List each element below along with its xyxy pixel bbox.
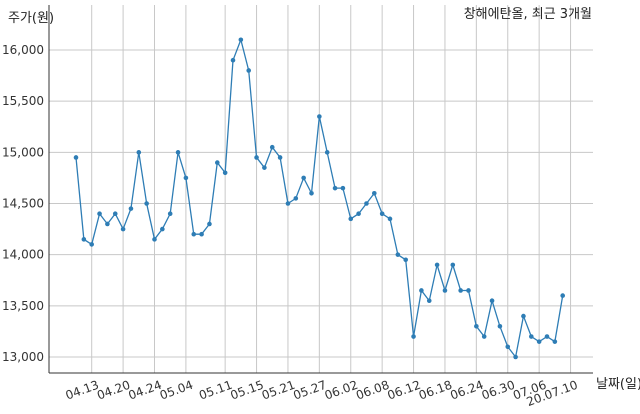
price-point [474,324,479,329]
x-axis-label: 날짜(일) [596,377,640,392]
price-point [387,216,393,222]
price-point [73,155,79,160]
price-point [246,68,251,73]
price-point [191,231,197,237]
price-point [497,324,503,329]
price-point [324,150,330,155]
price-point [167,211,173,217]
price-point [215,160,220,165]
price-point [199,231,204,237]
price-point [183,175,189,181]
price-point [521,313,526,319]
price-point [356,211,361,217]
price-point [403,257,409,263]
grid-lines [49,5,593,373]
price-point [505,344,511,350]
price-point [372,190,377,196]
price-point [112,211,118,217]
price-point [458,288,463,293]
price-point [426,298,432,304]
price-point [489,298,495,304]
y-axis-label: 주가(원) [8,11,54,26]
price-point [442,288,448,293]
price-point [411,334,416,339]
price-series [73,37,565,360]
price-point [269,144,275,150]
price-point [309,190,314,196]
price-point [262,165,267,170]
y-tick-label: 14,500 [2,197,44,211]
price-point [364,201,369,206]
price-point [207,221,212,227]
price-point [120,226,126,232]
price-point [105,221,110,227]
price-point [348,216,354,222]
price-point [560,293,565,298]
price-point [529,334,534,339]
price-point [238,37,244,43]
price-point [222,170,228,176]
y-tick-label: 15,500 [2,94,44,108]
y-tick-labels: 13,000 13,500 14,000 14,500 15,000 15,500 16,0… [2,43,44,364]
price-point [152,237,157,242]
price-point [317,114,322,119]
price-point [81,237,87,242]
price-point [285,201,291,206]
price-point [536,339,542,344]
price-point [340,185,346,191]
price-point [128,206,134,211]
y-tick-label: 16,000 [2,43,44,57]
price-point [450,262,456,268]
price-point [513,354,518,360]
price-point [419,288,424,293]
price-point [434,262,440,268]
price-point [466,288,471,293]
price-point [379,211,385,217]
price-point [301,175,306,181]
y-tick-label: 14,000 [2,248,44,262]
price-point [136,150,142,155]
price-point [254,155,259,160]
y-tick-label: 13,000 [2,350,44,364]
price-point [160,226,165,232]
price-point [544,334,550,339]
price-point [277,155,283,160]
price-point [395,252,401,257]
price-point [175,150,181,155]
price-point [332,185,338,191]
price-point [552,339,558,344]
x-tick-label: 05.04 [158,378,195,403]
price-point [293,196,299,201]
chart-title: 창해에탄올, 최근 3개월 [464,7,592,22]
price-point [89,242,94,247]
price-point [97,211,102,217]
price-point [144,201,149,206]
y-tick-label: 15,000 [2,145,44,159]
price-point [230,57,236,63]
price-point [481,334,487,339]
y-tick-label: 13,500 [2,299,44,313]
